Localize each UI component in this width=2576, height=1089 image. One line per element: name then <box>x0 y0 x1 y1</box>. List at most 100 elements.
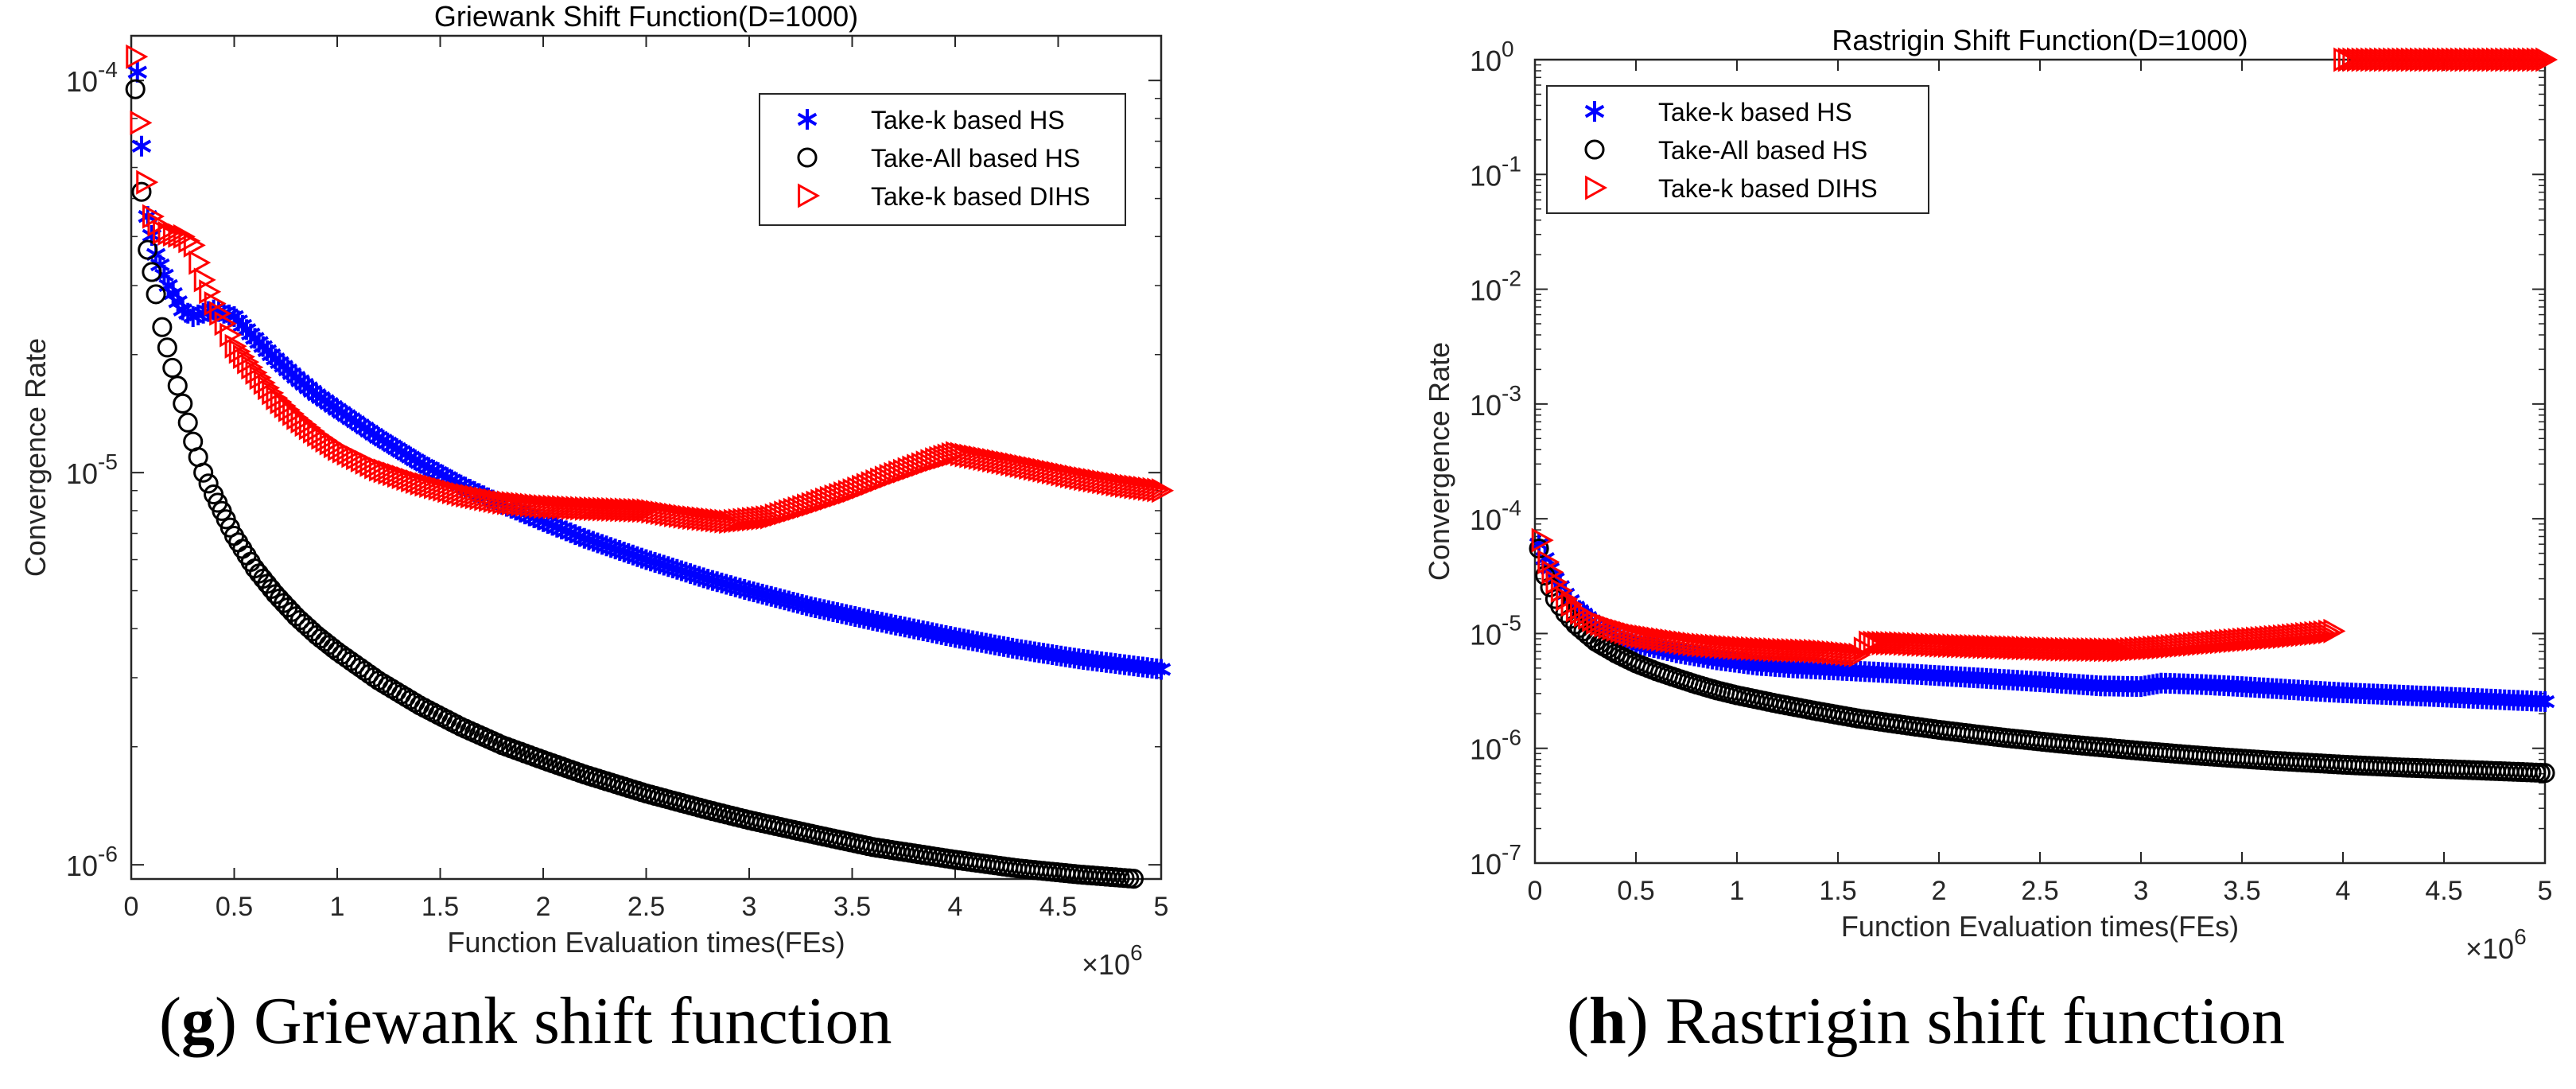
x-tick-label: 2 <box>536 892 551 922</box>
legend-marker <box>1585 175 1608 200</box>
x-axis-label: Function Evaluation times(FEs) <box>1841 910 2239 943</box>
x-tick-label: 4.5 <box>1039 892 1077 922</box>
data-point <box>162 357 183 378</box>
data-point <box>1152 478 1175 504</box>
data-point <box>188 250 212 275</box>
x-tick-label: 0.5 <box>216 892 253 922</box>
data-point <box>173 393 193 414</box>
y-tick-label: 10-4 <box>1470 496 1521 536</box>
data-point <box>1630 624 1653 649</box>
data-point <box>193 462 214 483</box>
data-point <box>1634 624 1657 650</box>
caption-g: (g) Griewank shift function <box>159 984 892 1058</box>
y-tick-label: 10-5 <box>66 449 118 490</box>
data-point <box>127 61 148 83</box>
caption-h: (h) Rastrigin shift function <box>1567 984 2285 1058</box>
data-point <box>138 239 158 260</box>
y-tick-label: 10-6 <box>66 842 118 882</box>
legend-marker <box>797 109 818 130</box>
data-point <box>2318 619 2341 644</box>
legend-label: Take-k based HS <box>1658 98 1852 126</box>
chart-rastrigin: 0 0.5 1 1.5 2 2.5 3 3.5 4 4.5 5 10-7 10-6 10-5 10-4 10-… <box>1423 24 2559 965</box>
y-tick-label: 10-5 <box>1470 610 1521 651</box>
y-tick-label: 10-3 <box>1470 381 1521 422</box>
data-point <box>157 337 177 358</box>
data-point <box>2323 618 2346 644</box>
data-point <box>1537 549 1560 575</box>
legend-marker <box>1584 101 1605 122</box>
data-point <box>1541 559 1564 585</box>
y-axis-label: Convergence Rate <box>19 338 52 577</box>
data-point <box>1638 624 1661 650</box>
x-tick-label: 0 <box>124 892 139 922</box>
x-tick-label: 0 <box>1528 876 1543 906</box>
x-tick-label: 2 <box>1932 876 1947 906</box>
chart-title: Rastrigin Shift Function(D=1000) <box>1832 24 2248 56</box>
data-point <box>146 284 166 305</box>
legend-marker <box>798 183 821 208</box>
x-tick-label: 4.5 <box>2425 876 2462 906</box>
x-tick-label: 1 <box>1730 876 1745 906</box>
data-point <box>214 311 237 336</box>
legend-label: Take-All based HS <box>871 144 1080 173</box>
data-point <box>198 473 219 494</box>
data-point <box>193 267 216 293</box>
y-tick-label: 10-4 <box>66 57 118 98</box>
data-point <box>131 181 152 202</box>
data-point <box>2531 47 2554 72</box>
legend-box <box>759 93 1126 226</box>
data-point <box>142 262 162 282</box>
x-tick-label: 5 <box>1154 892 1169 922</box>
data-point <box>130 110 153 135</box>
legend-label: Take-k based DIHS <box>1658 174 1878 203</box>
y-axis-label: Convergence Rate <box>1423 342 1455 581</box>
x-tick-label: 3.5 <box>833 892 871 922</box>
data-point <box>152 317 173 337</box>
x-tick-label: 3 <box>742 892 757 922</box>
legend-box <box>1546 85 1929 214</box>
x-multiplier: ×106 <box>2465 924 2527 965</box>
y-tick-label: 10-6 <box>1470 725 1521 766</box>
data-point <box>204 290 227 317</box>
data-point <box>209 301 232 326</box>
data-point <box>2535 47 2559 72</box>
x-multiplier: ×106 <box>1082 940 1143 981</box>
legend-marker <box>1584 139 1605 160</box>
x-tick-label: 2.5 <box>627 892 665 922</box>
x-tick-label: 4 <box>2336 876 2351 906</box>
x-tick-label: 3 <box>2134 876 2149 906</box>
legend-label: Take-All based HS <box>1658 136 1867 165</box>
y-tick-label: 100 <box>1470 37 1514 77</box>
chart-griewank: 0 0.5 1 1.5 2 2.5 3 3.5 4 4.5 5 10-6 10-5 10-4 Griewan… <box>19 0 1175 981</box>
x-tick-label: 2.5 <box>2021 876 2058 906</box>
data-point <box>2535 763 2555 784</box>
y-tick-label: 10-7 <box>1470 840 1521 881</box>
data-point <box>1151 659 1171 680</box>
legend: Take-k based HS Take-All based HS Take-k b… <box>1546 85 1929 214</box>
x-tick-label: 5 <box>2538 876 2553 906</box>
x-tick-label: 1.5 <box>422 892 459 922</box>
data-point <box>126 44 149 69</box>
data-point <box>1123 869 1144 889</box>
y-tick-label: 10-2 <box>1470 266 1521 307</box>
data-point <box>2535 691 2555 713</box>
y-tick-label: 10-1 <box>1470 151 1521 192</box>
data-point <box>136 169 159 195</box>
data-point <box>131 135 152 157</box>
data-point <box>1531 527 1554 553</box>
legend-label: Take-k based HS <box>871 106 1065 134</box>
x-tick-label: 0.5 <box>1617 876 1654 906</box>
legend-marker <box>797 147 818 168</box>
x-tick-label: 1 <box>330 892 345 922</box>
legend: Take-k based HS Take-All based HS Take-k b… <box>759 93 1126 226</box>
x-tick-label: 4 <box>948 892 963 922</box>
data-point <box>1147 477 1170 503</box>
chart-title: Griewank Shift Function(D=1000) <box>434 0 858 33</box>
series-triangle-right <box>1531 47 2559 667</box>
x-tick-label: 1.5 <box>1819 876 1856 906</box>
legend-label: Take-k based DIHS <box>871 182 1090 211</box>
data-point <box>167 375 188 396</box>
x-tick-label: 3.5 <box>2223 876 2260 906</box>
data-point <box>125 79 146 99</box>
